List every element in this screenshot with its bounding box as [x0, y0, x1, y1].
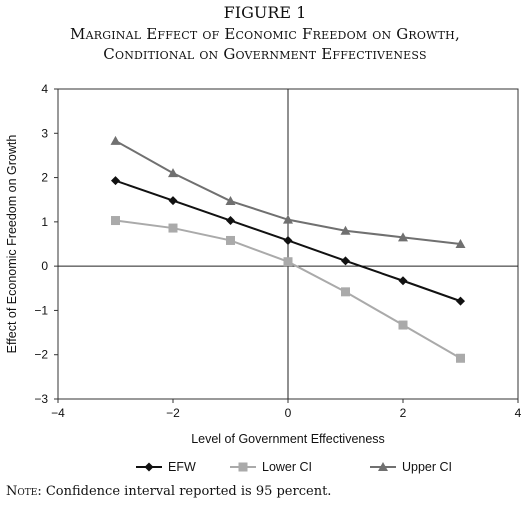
legend-label: Lower CI [262, 460, 312, 474]
data-point-upper-ci [110, 135, 121, 145]
legend-item-efw: EFW [136, 460, 196, 474]
data-point-upper-ci [225, 196, 236, 206]
data-point-efw [341, 256, 350, 266]
legend-item-lower-ci: Lower CI [230, 460, 312, 474]
y-tick-label: 0 [41, 259, 48, 273]
y-tick-label: 2 [41, 171, 48, 185]
data-point-efw [111, 176, 120, 186]
data-point-lower-ci [456, 353, 465, 363]
chart-title-line-1: Marginal Effect of Economic Freedom on G… [70, 25, 460, 43]
x-tick-label: −2 [166, 406, 180, 420]
legend-label: EFW [168, 460, 196, 474]
y-axis-label: Effect of Economic Freedom on Growth [5, 135, 19, 354]
data-point-lower-ci [168, 223, 178, 233]
x-tick-label: −4 [51, 406, 65, 420]
figure-label: FIGURE 1 [223, 3, 307, 22]
data-point-efw [168, 196, 178, 206]
legend-marker [144, 462, 154, 472]
data-point-lower-ci [111, 216, 120, 226]
legend-marker [238, 462, 248, 472]
y-tick-label: −3 [34, 392, 48, 406]
data-point-upper-ci [168, 168, 178, 178]
data-point-upper-ci [283, 214, 293, 224]
y-tick-label: 4 [41, 82, 48, 96]
data-point-efw [283, 235, 293, 245]
note-prefix: Note: [6, 484, 42, 499]
y-tick-label: 1 [41, 215, 48, 229]
y-tick-label: 3 [41, 126, 48, 140]
data-point-lower-ci [283, 257, 293, 267]
chart-title-line-2: Conditional on Government Effectiveness [103, 45, 427, 63]
legend-item-upper-ci: Upper CI [370, 460, 452, 474]
data-point-efw [398, 276, 408, 286]
data-point-efw [456, 296, 465, 306]
data-point-upper-ci [455, 239, 466, 248]
x-tick-label: 2 [400, 406, 407, 420]
chart-area: −4 −2 0 2 4 −3 −2 −1 0 1 2 3 4 Level of Government Ef… [5, 82, 522, 474]
data-point-lower-ci [341, 287, 350, 297]
data-point-efw [226, 216, 235, 226]
y-tick-label: −2 [34, 348, 48, 362]
x-tick-label: 4 [515, 406, 522, 420]
data-point-lower-ci [398, 320, 408, 330]
data-point-upper-ci [340, 225, 351, 235]
x-axis-label: Level of Government Effectiveness [191, 432, 385, 446]
legend-marker [378, 462, 388, 471]
note-text: Confidence interval reported is 95 perce… [41, 484, 332, 499]
data-point-upper-ci [398, 232, 408, 242]
legend-label: Upper CI [402, 460, 452, 474]
x-tick-label: 0 [285, 406, 292, 420]
chart-note: Note: Confidence interval reported is 95… [6, 484, 331, 499]
data-point-lower-ci [226, 235, 235, 245]
y-tick-label: −1 [34, 303, 48, 317]
